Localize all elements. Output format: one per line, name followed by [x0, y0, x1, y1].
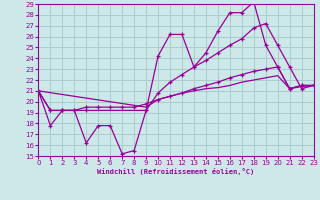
X-axis label: Windchill (Refroidissement éolien,°C): Windchill (Refroidissement éolien,°C): [97, 168, 255, 175]
